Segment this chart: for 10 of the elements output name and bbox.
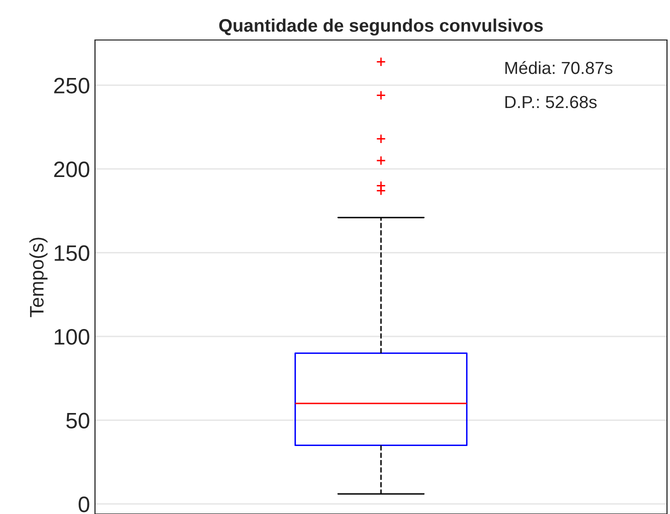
y-tick-label: 0 [78, 496, 90, 512]
annotation: Média: 70.87s [505, 61, 612, 74]
y-tick-label: 200 [54, 162, 90, 178]
y-axis-title: Tempo(s) [29, 238, 48, 318]
y-tick-label: 150 [54, 245, 90, 261]
y-tick-label: 100 [54, 328, 90, 345]
annotation: D.P.: 52.68s [505, 96, 597, 108]
y-tick-label: 250 [54, 78, 90, 94]
chart-title: Quantidade de segundos convulsivos [219, 18, 543, 36]
y-tick-label: 50 [66, 412, 90, 428]
